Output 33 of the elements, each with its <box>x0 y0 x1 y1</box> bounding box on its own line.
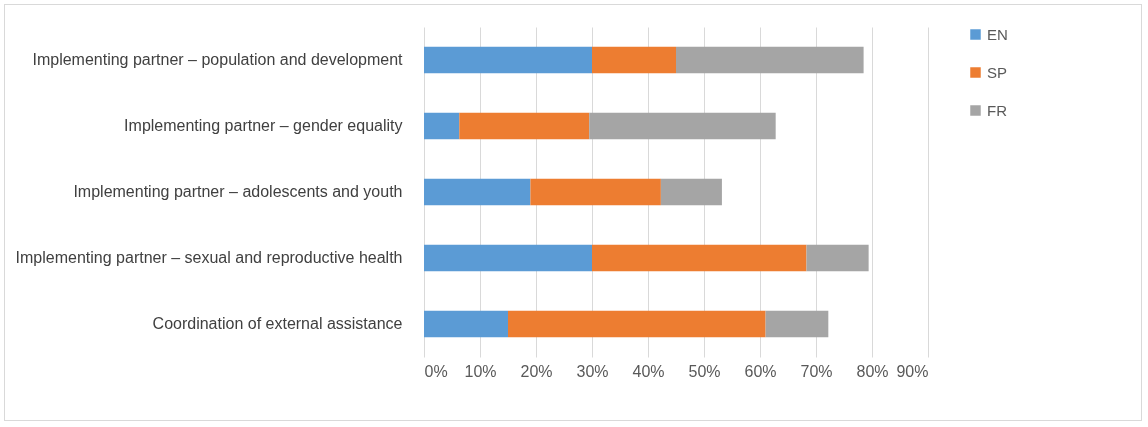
y-tick-label: Implementing partner – population and development <box>32 51 404 68</box>
bar <box>424 112 460 140</box>
x-tick-label: 30% <box>576 362 609 380</box>
legend-label: FR <box>987 101 1008 119</box>
x-tick-label: 60% <box>744 362 777 380</box>
y-tick-label: Implementing partner – gender equality <box>124 117 403 134</box>
legend-label: SP <box>987 63 1008 81</box>
bar <box>660 178 722 206</box>
y-tick-label: Coordination of external assistance <box>152 315 403 332</box>
x-tick-label: 0% <box>424 362 448 380</box>
x-tick-label: 10% <box>464 362 497 380</box>
bar <box>459 112 590 140</box>
bar <box>424 46 592 74</box>
x-tick-label: 40% <box>632 362 665 380</box>
bar <box>765 310 829 338</box>
x-tick-label: 20% <box>520 362 553 380</box>
bar <box>530 178 661 206</box>
bar <box>424 178 531 206</box>
bar <box>806 244 869 272</box>
bar <box>508 310 766 338</box>
y-tick-label: Implementing partner – sexual and reproductive health <box>15 249 403 266</box>
y-tick-label: Implementing partner – adolescents and youth <box>73 183 403 200</box>
x-tick-label: 70% <box>800 362 833 380</box>
x-tick-label: 50% <box>688 362 721 380</box>
x-tick-label: 90% <box>896 362 929 380</box>
x-tick-label: 80% <box>856 362 889 380</box>
bar <box>424 244 592 272</box>
bar <box>676 46 864 74</box>
legend-label: EN <box>987 25 1008 43</box>
bar <box>589 112 776 140</box>
bar <box>592 244 807 272</box>
bar <box>424 310 508 338</box>
bar <box>592 46 676 74</box>
